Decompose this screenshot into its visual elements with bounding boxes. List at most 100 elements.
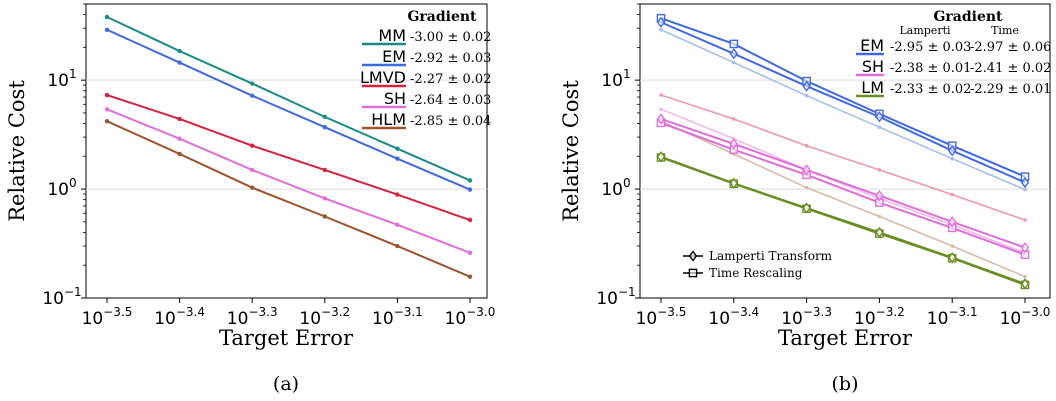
x-tick-label: 10−3.1 <box>372 305 423 329</box>
data-point-em <box>250 93 255 98</box>
diamond-marker-em <box>802 80 811 92</box>
background-point <box>1023 187 1027 192</box>
y-axis-label-b: Relative Cost <box>559 80 583 222</box>
y-tick-label: 100 <box>601 176 630 200</box>
y-tick-label: 101 <box>47 67 76 91</box>
diamond-marker-lm <box>1020 278 1030 290</box>
legend-gradient-lamperti: -2.33 ± 0.02 <box>890 82 971 97</box>
x-tick-label: 10−3.5 <box>82 305 133 329</box>
series-line-em-lamperti <box>660 21 1026 184</box>
x-tick-label: 10−3.5 <box>636 305 687 329</box>
diamond-icon <box>688 250 698 262</box>
diamond-marker-em <box>729 47 739 60</box>
data-point-em <box>395 156 400 161</box>
legend-label: LM <box>861 78 884 97</box>
x-tick-label: 10−3.2 <box>299 305 350 329</box>
legend-gradient-lamperti: -2.95 ± 0.03 <box>890 40 971 55</box>
data-point-sh <box>395 222 400 227</box>
x-tick-label: 10−3.0 <box>1000 305 1051 329</box>
legend-gradient-time: -2.41 ± 0.02 <box>970 61 1051 76</box>
series-line-em-time <box>660 17 1026 178</box>
legend-title: Gradient <box>933 9 1003 25</box>
legend-label: SH <box>384 89 406 108</box>
x-tick-label: 10−3.1 <box>927 305 978 329</box>
data-point-hlm <box>467 274 473 279</box>
legend-gradient-time: -2.29 ± 0.01 <box>970 82 1051 97</box>
legend-gradient-lamperti: -2.38 ± 0.01 <box>890 61 971 76</box>
marker-legend-b: Lamperti Transform Time Rescaling <box>683 249 833 280</box>
background-point <box>950 244 954 248</box>
background-point <box>804 143 809 148</box>
data-point-mm <box>395 146 400 151</box>
diamond-marker-lm <box>656 151 666 163</box>
data-point-hlm <box>177 151 182 157</box>
background-line <box>660 94 1026 221</box>
data-point-mm <box>177 48 182 54</box>
x-axis-label-a: Target Error <box>219 326 354 350</box>
diamond-marker-sh <box>875 189 884 202</box>
diamond-marker-sh <box>947 216 957 228</box>
data-point-hlm <box>250 185 255 190</box>
series-line-hlm <box>106 120 471 278</box>
data-point-em <box>322 124 327 130</box>
background-point <box>659 93 663 97</box>
data-point-em <box>104 27 110 32</box>
y-tick-label: 10−1 <box>42 285 81 309</box>
data-point-lmvd <box>467 217 473 223</box>
data-point-sh <box>250 167 255 173</box>
ticks-b: 10−1 100 101 10−3.5 10−3.4 10−3.3 10−3.2 10−3.1… <box>596 3 1051 329</box>
background-line <box>660 29 1026 191</box>
data-point-mm <box>467 178 473 183</box>
background-point <box>950 192 954 197</box>
background-point <box>659 107 663 112</box>
x-tick-label: 10−3.2 <box>854 305 905 329</box>
data-point-hlm <box>322 214 327 219</box>
series-line-mm <box>106 16 471 182</box>
data-point-sh <box>322 196 327 201</box>
legend-gradient: -2.64 ± 0.03 <box>410 93 491 108</box>
legend-gradient: -2.85 ± 0.04 <box>410 114 491 129</box>
background-point <box>877 125 882 129</box>
square-icon <box>688 268 698 278</box>
y-tick-label: 101 <box>601 67 630 91</box>
legend-gradient: -2.92 ± 0.03 <box>410 51 491 66</box>
background-point <box>804 185 809 190</box>
y-tick-label: 10−1 <box>596 285 635 309</box>
background-point <box>659 27 663 32</box>
data-point-sh <box>104 107 110 112</box>
diamond-marker-em <box>1020 176 1030 189</box>
legend-label: SH <box>862 57 884 76</box>
background-point <box>804 93 809 98</box>
plot-frame-b <box>639 3 1051 299</box>
series-line-lm-lamperti <box>660 155 1026 285</box>
background-point <box>950 156 954 161</box>
background-point <box>732 117 736 121</box>
series-line-em <box>106 28 471 191</box>
diamond-marker-lm <box>729 177 739 189</box>
legend-label: LMVD <box>360 68 406 87</box>
background-point <box>877 168 882 172</box>
plot-frame-a <box>85 3 488 299</box>
background-point <box>1023 274 1027 279</box>
data-point-mm <box>322 114 327 120</box>
legend-gradient: -3.00 ± 0.02 <box>410 30 491 45</box>
x-tick-label: 10−3.3 <box>227 305 278 329</box>
diamond-marker-sh <box>729 138 739 150</box>
y-axis-label-a: Relative Cost <box>5 80 29 222</box>
x-tick-label: 10−3.4 <box>154 305 205 329</box>
background-point <box>732 60 736 65</box>
data-point-mm <box>250 81 255 86</box>
diamond-marker-sh <box>656 113 666 125</box>
caption-b: (b) <box>832 373 859 395</box>
diamond-marker-lm <box>875 226 884 239</box>
data-point-lmvd <box>104 92 110 98</box>
data-point-hlm <box>395 243 400 249</box>
legend-column-header: Time <box>991 24 1019 37</box>
series-group-b <box>656 13 1030 290</box>
legend-gradient: -2.27 ± 0.02 <box>410 72 491 87</box>
data-point-sh <box>177 136 182 141</box>
marker-legend-label: Time Rescaling <box>709 266 803 280</box>
